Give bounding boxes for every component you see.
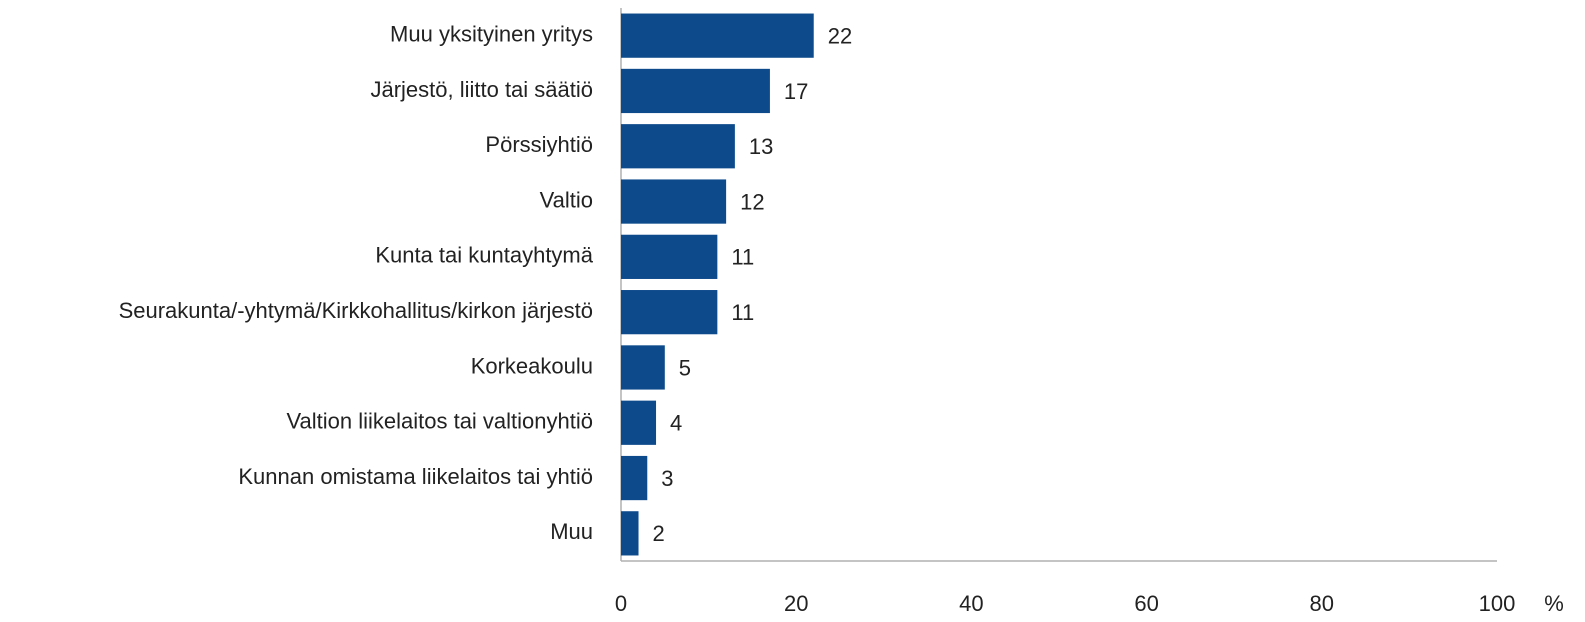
bar	[621, 179, 727, 224]
x-axis-label: %	[1544, 591, 1564, 616]
x-tick-label: 0	[615, 591, 627, 616]
data-label: 5	[679, 355, 691, 380]
bar	[621, 234, 718, 279]
y-tick-label: Pörssiyhtiö	[485, 132, 593, 157]
y-tick-label: Muu yksityinen yritys	[390, 21, 593, 46]
bar	[621, 68, 770, 114]
x-tick-label: 60	[1134, 591, 1158, 616]
bar	[621, 345, 665, 390]
bar	[621, 13, 814, 58]
data-label: 3	[661, 466, 673, 491]
bar	[621, 124, 735, 169]
data-label: 12	[740, 189, 764, 214]
y-tick-label: Korkeakoulu	[471, 353, 593, 378]
y-tick-label: Järjestö, liitto tai säätiö	[370, 77, 593, 102]
y-tick-label: Valtion liikelaitos tai valtionyhtiö	[286, 409, 593, 434]
x-tick-label: 80	[1310, 591, 1334, 616]
x-tick-label: 100	[1479, 591, 1516, 616]
y-tick-label: Seurakunta/-yhtymä/Kirkkohallitus/kirkon…	[119, 298, 593, 323]
data-label: 22	[828, 23, 852, 48]
x-tick-label: 40	[959, 591, 983, 616]
x-tick-label: 20	[784, 591, 808, 616]
data-label: 11	[731, 300, 754, 325]
y-tick-label: Valtio	[540, 187, 593, 212]
data-label: 17	[784, 79, 808, 104]
bar	[621, 400, 657, 445]
y-tick-label: Muu	[550, 519, 593, 544]
data-label: 13	[749, 134, 773, 159]
bar	[621, 455, 648, 501]
data-label: 4	[670, 411, 682, 436]
data-label: 2	[653, 521, 665, 546]
bar	[621, 290, 718, 335]
bar	[621, 511, 639, 556]
data-label: 11	[731, 245, 754, 270]
y-tick-label: Kunta tai kuntayhtymä	[375, 243, 593, 268]
y-tick-label: Kunnan omistama liikelaitos tai yhtiö	[238, 464, 593, 489]
